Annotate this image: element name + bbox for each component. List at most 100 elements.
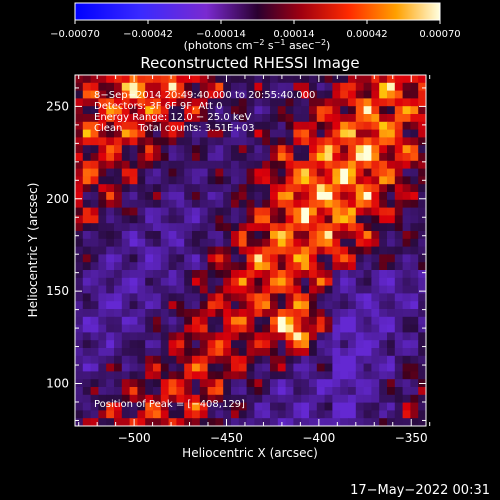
image-pixel: [309, 160, 318, 170]
image-pixel: [277, 207, 287, 216]
image-pixel: [238, 223, 248, 232]
image-pixel: [160, 402, 170, 411]
image-pixel: [254, 184, 263, 193]
image-pixel: [90, 316, 99, 326]
image-pixel: [231, 145, 240, 154]
image-pixel: [199, 199, 209, 209]
image-pixel: [309, 168, 318, 177]
image-pixel: [106, 301, 115, 310]
image-pixel: [371, 246, 380, 255]
image-pixel: [348, 223, 357, 232]
observation-info: 8−Sep−2014 20:49:40.000 to 20:55:40.000 …: [94, 90, 315, 134]
image-pixel: [82, 145, 92, 154]
image-pixel: [418, 238, 426, 248]
image-pixel: [246, 246, 255, 255]
image-pixel: [246, 410, 255, 419]
image-pixel: [121, 246, 131, 255]
image-pixel: [293, 184, 302, 193]
image-pixel: [121, 168, 131, 177]
image-pixel: [98, 277, 107, 287]
image-pixel: [324, 348, 333, 357]
image-pixel: [192, 106, 201, 115]
image-pixel: [82, 348, 92, 357]
image-pixel: [82, 316, 92, 326]
image-pixel: [184, 168, 193, 177]
image-pixel: [106, 340, 115, 349]
image-pixel: [309, 176, 318, 185]
image-pixel: [254, 324, 263, 333]
image-pixel: [301, 238, 310, 248]
image-pixel: [90, 285, 99, 294]
image-pixel: [410, 160, 419, 170]
image-pixel: [418, 340, 426, 349]
image-pixel: [293, 285, 302, 294]
image-pixel: [293, 199, 302, 209]
image-pixel: [160, 301, 170, 310]
image-pixel: [418, 402, 426, 411]
image-pixel: [215, 355, 224, 365]
image-pixel: [324, 215, 333, 224]
image-pixel: [231, 371, 240, 380]
image-pixel: [363, 246, 372, 255]
image-pixel: [129, 379, 138, 388]
image-pixel: [363, 410, 372, 419]
image-pixel: [340, 223, 349, 232]
image-pixel: [371, 394, 380, 404]
image-pixel: [387, 223, 396, 232]
image-pixel: [98, 285, 107, 294]
image-pixel: [254, 340, 263, 349]
image-pixel: [363, 160, 372, 170]
image-pixel: [106, 176, 115, 185]
image-pixel: [129, 129, 138, 138]
image-pixel: [277, 137, 287, 146]
image-pixel: [309, 238, 318, 248]
image-pixel: [129, 371, 138, 380]
image-pixel: [246, 215, 255, 224]
image-pixel: [168, 114, 177, 123]
image-pixel: [379, 90, 388, 99]
image-pixel: [207, 348, 216, 357]
image-pixel: [184, 176, 193, 185]
image-pixel: [309, 402, 318, 411]
image-pixel: [246, 75, 255, 84]
image-pixel: [207, 153, 216, 162]
image-pixel: [254, 371, 263, 380]
image-pixel: [176, 199, 185, 209]
image-pixel: [121, 379, 131, 388]
image-pixel: [324, 379, 333, 388]
image-pixel: [394, 394, 404, 404]
image-pixel: [262, 215, 271, 224]
image-pixel: [387, 129, 396, 138]
image-pixel: [223, 129, 232, 138]
image-pixel: [137, 270, 146, 279]
image-pixel: [363, 348, 372, 357]
image-pixel: [184, 410, 193, 419]
image-pixel: [363, 262, 372, 271]
image-pixel: [121, 340, 131, 349]
image-pixel: [394, 223, 404, 232]
image-pixel: [293, 160, 302, 170]
image-pixel: [285, 98, 294, 107]
image-pixel: [301, 309, 310, 318]
image-pixel: [355, 207, 365, 216]
image-pixel: [270, 324, 279, 333]
image-pixel: [394, 215, 404, 224]
image-pixel: [387, 418, 396, 426]
image-pixel: [363, 394, 372, 404]
image-pixel: [145, 402, 154, 411]
image-pixel: [340, 184, 349, 193]
image-pixel: [254, 223, 263, 232]
image-pixel: [238, 379, 248, 388]
image-pixel: [121, 231, 131, 240]
image-pixel: [316, 293, 326, 302]
image-pixel: [254, 394, 263, 404]
image-pixel: [309, 285, 318, 294]
image-pixel: [223, 215, 232, 224]
image-pixel: [168, 184, 177, 193]
image-pixel: [246, 145, 255, 154]
image-pixel: [223, 277, 232, 287]
image-pixel: [231, 223, 240, 232]
image-pixel: [90, 301, 99, 310]
image-pixel: [387, 90, 396, 99]
image-pixel: [82, 184, 92, 193]
